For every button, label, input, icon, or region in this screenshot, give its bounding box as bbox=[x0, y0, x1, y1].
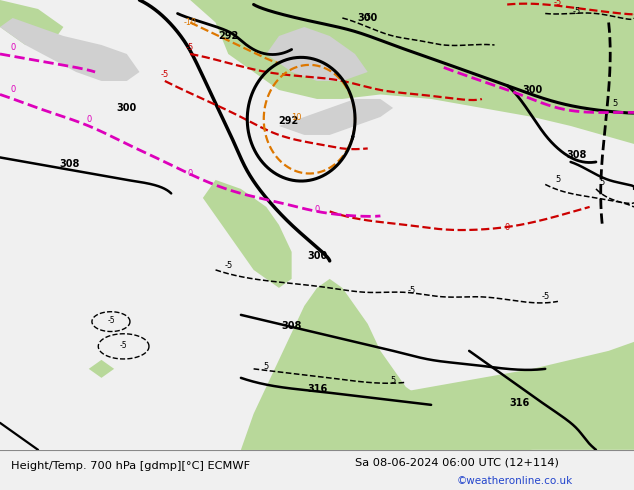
Polygon shape bbox=[266, 27, 368, 81]
Text: 0: 0 bbox=[188, 169, 193, 178]
Text: -5: -5 bbox=[408, 286, 417, 294]
Text: 292: 292 bbox=[218, 31, 238, 41]
Polygon shape bbox=[241, 342, 634, 450]
Text: Height/Temp. 700 hPa [gdmp][°C] ECMWF: Height/Temp. 700 hPa [gdmp][°C] ECMWF bbox=[11, 461, 250, 471]
Text: -5: -5 bbox=[363, 14, 372, 23]
Text: -10: -10 bbox=[184, 18, 197, 27]
Text: -5: -5 bbox=[186, 43, 195, 52]
Text: 0: 0 bbox=[505, 222, 510, 232]
Polygon shape bbox=[241, 279, 533, 450]
Text: 0: 0 bbox=[314, 205, 320, 214]
Text: -5: -5 bbox=[573, 7, 581, 16]
Text: -5: -5 bbox=[120, 341, 127, 350]
Text: 308: 308 bbox=[281, 321, 302, 331]
Polygon shape bbox=[0, 0, 63, 45]
Text: 300: 300 bbox=[307, 251, 327, 261]
Polygon shape bbox=[89, 360, 114, 378]
Polygon shape bbox=[228, 0, 380, 72]
Polygon shape bbox=[190, 0, 634, 144]
Text: 300: 300 bbox=[522, 85, 543, 95]
Text: -5: -5 bbox=[224, 261, 233, 270]
Text: 292: 292 bbox=[278, 117, 299, 126]
Text: -5: -5 bbox=[541, 293, 550, 301]
Text: 5: 5 bbox=[555, 175, 560, 184]
Text: 0: 0 bbox=[86, 115, 91, 123]
Text: -5: -5 bbox=[107, 316, 115, 325]
Text: Sa 08-06-2024 06:00 UTC (12+114): Sa 08-06-2024 06:00 UTC (12+114) bbox=[355, 458, 559, 467]
Text: -5: -5 bbox=[553, 0, 562, 7]
Text: 316: 316 bbox=[510, 397, 530, 408]
Polygon shape bbox=[0, 18, 139, 81]
Text: 0: 0 bbox=[10, 85, 15, 95]
Text: 308: 308 bbox=[567, 150, 587, 160]
Text: 10: 10 bbox=[292, 113, 302, 122]
Text: 5: 5 bbox=[391, 376, 396, 385]
Text: -5: -5 bbox=[160, 70, 169, 79]
Text: 308: 308 bbox=[60, 159, 80, 169]
Text: ©weatheronline.co.uk: ©weatheronline.co.uk bbox=[456, 476, 573, 486]
Text: 300: 300 bbox=[117, 103, 137, 113]
Text: 5: 5 bbox=[612, 99, 618, 108]
Polygon shape bbox=[203, 180, 292, 288]
Text: 5: 5 bbox=[600, 178, 605, 187]
Text: 316: 316 bbox=[307, 384, 327, 394]
Text: 300: 300 bbox=[358, 13, 378, 23]
Polygon shape bbox=[279, 99, 393, 135]
Text: 5: 5 bbox=[264, 362, 269, 371]
Text: 0: 0 bbox=[10, 43, 15, 52]
